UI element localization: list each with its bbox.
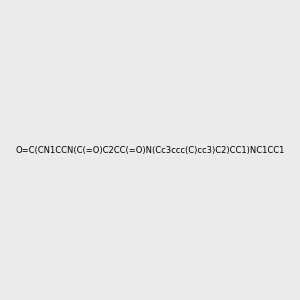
Text: O=C(CN1CCN(C(=O)C2CC(=O)N(Cc3ccc(C)cc3)C2)CC1)NC1CC1: O=C(CN1CCN(C(=O)C2CC(=O)N(Cc3ccc(C)cc3)C… bbox=[15, 146, 285, 154]
